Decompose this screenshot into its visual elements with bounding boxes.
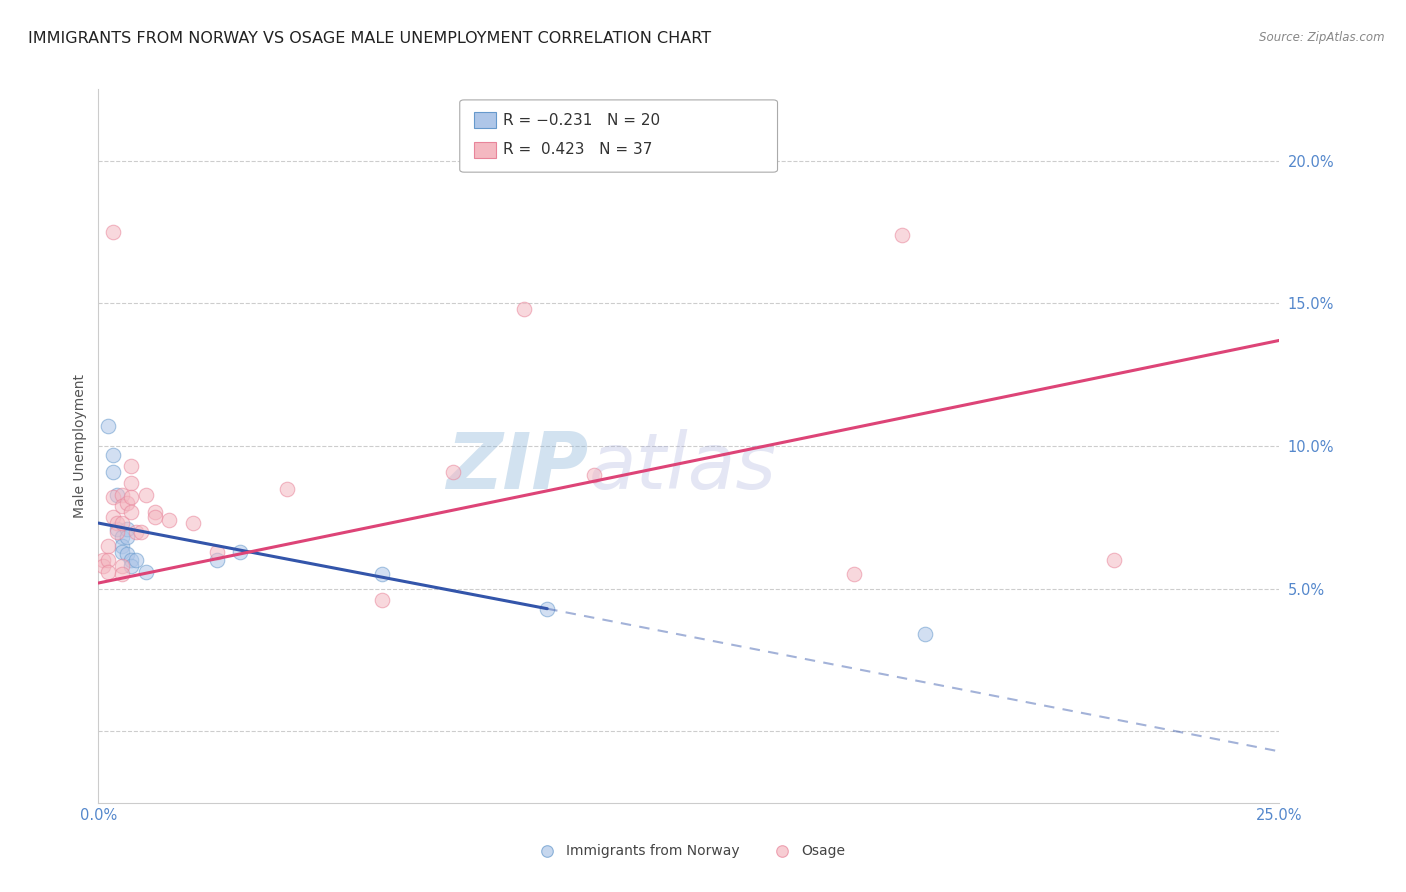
- Point: [371, 567, 394, 582]
- Point: [101, 465, 124, 479]
- Point: [890, 227, 912, 242]
- Point: [125, 524, 148, 539]
- Point: [583, 467, 606, 482]
- Point: [121, 491, 143, 505]
- Point: [121, 458, 143, 473]
- Point: [181, 516, 204, 530]
- Point: [105, 524, 128, 539]
- Point: [129, 524, 152, 539]
- Point: [143, 505, 166, 519]
- Point: [91, 558, 114, 573]
- Point: [105, 522, 128, 536]
- Point: [115, 548, 138, 562]
- Point: [97, 553, 120, 567]
- Point: [157, 513, 180, 527]
- Point: [441, 465, 464, 479]
- Legend: Immigrants from Norway, Osage: Immigrants from Norway, Osage: [527, 838, 851, 863]
- Text: ZIP: ZIP: [446, 429, 589, 506]
- Point: [111, 499, 134, 513]
- Point: [101, 448, 124, 462]
- Point: [105, 516, 128, 530]
- Point: [121, 558, 143, 573]
- Point: [121, 505, 143, 519]
- Point: [121, 553, 143, 567]
- Point: [111, 539, 134, 553]
- Point: [111, 530, 134, 544]
- Point: [135, 487, 157, 501]
- Point: [914, 627, 936, 641]
- Text: IMMIGRANTS FROM NORWAY VS OSAGE MALE UNEMPLOYMENT CORRELATION CHART: IMMIGRANTS FROM NORWAY VS OSAGE MALE UNE…: [28, 31, 711, 46]
- Point: [536, 601, 558, 615]
- Text: R = −0.231   N = 20: R = −0.231 N = 20: [503, 113, 661, 128]
- Point: [105, 487, 128, 501]
- Point: [115, 522, 138, 536]
- Point: [229, 544, 252, 558]
- Point: [844, 567, 866, 582]
- Point: [748, 134, 770, 148]
- Point: [121, 476, 143, 491]
- Point: [111, 544, 134, 558]
- Point: [111, 558, 134, 573]
- Point: [111, 487, 134, 501]
- Point: [111, 516, 134, 530]
- Point: [205, 553, 228, 567]
- Y-axis label: Male Unemployment: Male Unemployment: [73, 374, 87, 518]
- Point: [143, 510, 166, 524]
- Point: [512, 301, 534, 316]
- Point: [115, 530, 138, 544]
- Point: [101, 491, 124, 505]
- Text: R =  0.423   N = 37: R = 0.423 N = 37: [503, 143, 652, 157]
- Point: [125, 553, 148, 567]
- Point: [205, 544, 228, 558]
- Point: [97, 539, 120, 553]
- Point: [91, 553, 114, 567]
- Point: [101, 225, 124, 239]
- Point: [97, 419, 120, 434]
- Text: atlas: atlas: [589, 429, 776, 506]
- Point: [97, 565, 120, 579]
- Text: Source: ZipAtlas.com: Source: ZipAtlas.com: [1260, 31, 1385, 45]
- Point: [276, 482, 298, 496]
- Point: [111, 567, 134, 582]
- Point: [101, 510, 124, 524]
- Point: [115, 496, 138, 510]
- Point: [135, 565, 157, 579]
- Point: [371, 593, 394, 607]
- Point: [1102, 553, 1125, 567]
